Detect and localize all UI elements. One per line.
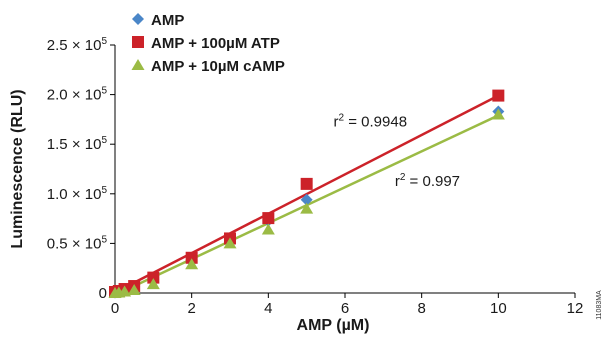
x-tick-label: 2 xyxy=(187,300,195,317)
annotations: r2 = 0.9948 r2 = 0.997 xyxy=(334,112,461,190)
data-point xyxy=(185,251,198,264)
data-point xyxy=(261,223,275,235)
data-point xyxy=(491,108,505,120)
data-point xyxy=(223,237,237,249)
x-tick-label: 4 xyxy=(264,300,272,317)
y-tick-label: 0.5 × 105 xyxy=(47,234,108,252)
data-point xyxy=(146,278,160,290)
r-squared-label: r2 = 0.9948 xyxy=(334,112,408,130)
data-point xyxy=(118,285,132,297)
y-tick-label: 1.5 × 105 xyxy=(47,135,108,153)
data-point xyxy=(127,284,141,296)
y-axis-title: Luminescence (RLU) xyxy=(9,89,26,248)
legend-marker xyxy=(132,36,144,48)
data-point xyxy=(492,89,505,102)
data-point xyxy=(300,202,314,214)
data-markers xyxy=(108,89,505,299)
data-point xyxy=(300,177,313,190)
data-point xyxy=(185,258,199,270)
x-tick-label: 6 xyxy=(341,300,349,317)
x-axis-title: AMP (µM) xyxy=(297,317,370,334)
data-point xyxy=(300,193,313,206)
legend: AMP AMP + 100µM ATP AMP + 10µM cAMP xyxy=(131,12,285,75)
x-tick-label: 8 xyxy=(417,300,425,317)
x-tick-label: 10 xyxy=(490,300,507,317)
figure-code: 11083MA xyxy=(596,290,603,320)
data-point xyxy=(147,271,160,284)
legend-marker xyxy=(132,13,144,25)
y-tick-label: 2.5 × 105 xyxy=(47,36,108,54)
legend-label: AMP + 10µM cAMP xyxy=(151,58,285,75)
y-tick-label: 0 xyxy=(99,285,107,302)
x-tick-label: 0 xyxy=(111,300,119,317)
legend-label: AMP + 100µM ATP xyxy=(151,35,280,52)
y-tick-label: 1.0 × 105 xyxy=(47,185,108,203)
r-squared-label: r2 = 0.997 xyxy=(395,172,460,190)
data-point xyxy=(262,212,275,225)
legend-marker xyxy=(131,59,145,70)
y-tick-label: 2.0 × 105 xyxy=(47,86,108,104)
axes: 0 2 4 6 8 10 12 0 0.5 × 105 1.0 × 105 1.5 × 105 2.0… xyxy=(9,36,583,334)
legend-label: AMP xyxy=(151,12,184,29)
x-tick-label: 12 xyxy=(567,300,584,317)
